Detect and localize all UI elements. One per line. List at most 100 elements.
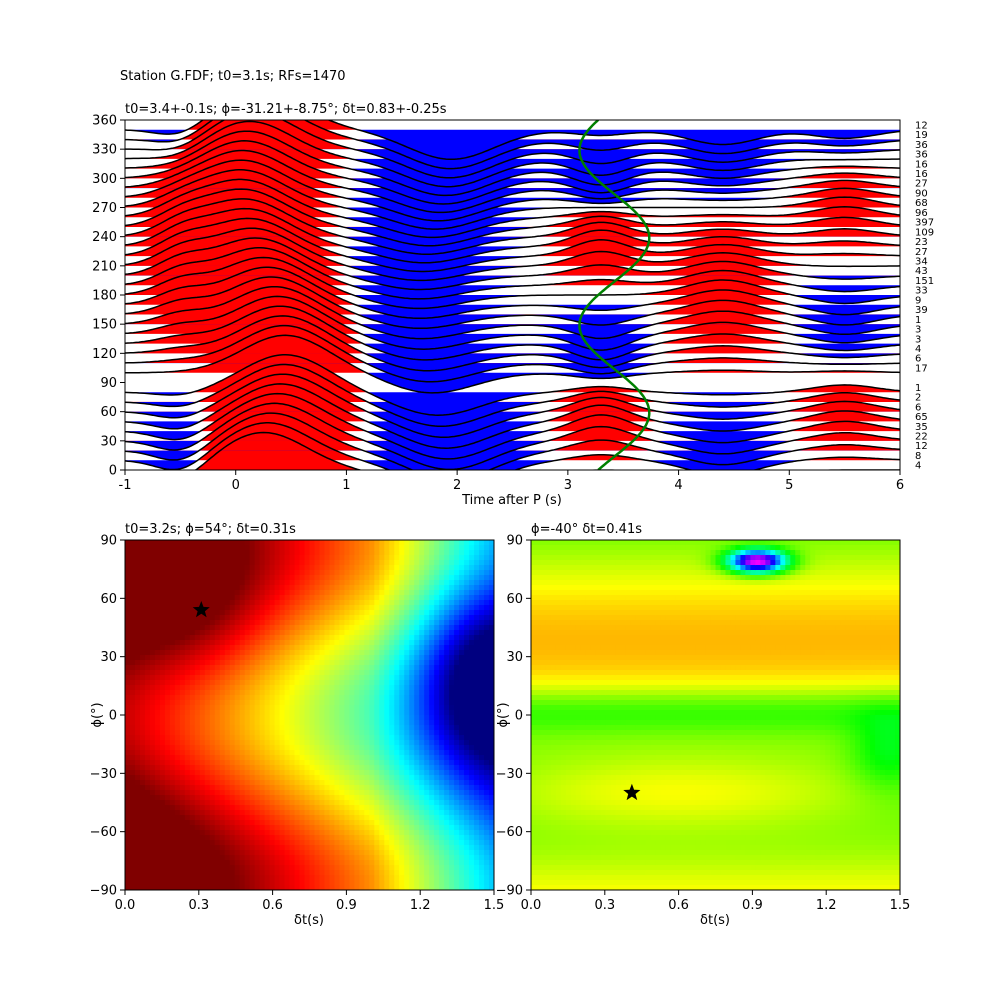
heatmap-cell [464, 730, 470, 736]
heatmap-cell [139, 620, 146, 626]
heatmap-cell [269, 760, 276, 766]
heatmap-cell [174, 670, 181, 676]
heatmap-cell [194, 745, 201, 751]
heatmap-cell [379, 835, 385, 841]
heatmap-cell [234, 545, 241, 551]
heatmap-cell [424, 770, 430, 776]
heatmap-cell [219, 855, 226, 861]
heatmap-cell [149, 870, 156, 876]
heatmap-cell [414, 615, 420, 621]
heatmap-cell [329, 745, 336, 751]
heatmap-cell [209, 700, 216, 706]
heatmap-cell [439, 870, 445, 876]
heatmap-cell [159, 885, 166, 890]
heatmap-cell [404, 815, 410, 821]
heatmap-cell [364, 830, 370, 836]
heatmap-cell [399, 555, 405, 561]
heatmap-cell [159, 630, 166, 636]
trace-line [125, 383, 900, 449]
heatmap-cell [434, 870, 440, 876]
heatmap-cell [379, 540, 385, 546]
heatmap-cell [289, 775, 296, 781]
heatmap-cell [214, 650, 221, 656]
heatmap-cell [164, 550, 171, 556]
heatmap-cell [304, 775, 311, 781]
heatmap-cell [269, 825, 276, 831]
heatmap-cell [269, 555, 276, 561]
heatmap-cell [159, 575, 166, 581]
heatmap-cell [419, 600, 425, 606]
heatmap-cell [379, 640, 385, 646]
heatmap-cell [274, 540, 281, 546]
heatmap-cell [284, 880, 291, 886]
heatmap-cell [209, 795, 216, 801]
heatmap-cell [269, 860, 276, 866]
heatmap-cell [359, 550, 365, 556]
heatmap-cell [344, 540, 350, 546]
heatmap-cell [409, 775, 415, 781]
heatmap-cell [194, 575, 201, 581]
heatmap-cell [164, 850, 171, 856]
heatmap-cell [184, 710, 191, 716]
heatmap-cell [214, 550, 221, 556]
heatmap-cell [274, 715, 281, 721]
heatmap-cell [214, 740, 221, 746]
heatmap-cell [199, 870, 206, 876]
heatmap-cell [459, 760, 465, 766]
heatmap-cell [304, 770, 311, 776]
heatmap-cell [349, 735, 355, 741]
trace-count-label: 36 [915, 150, 928, 161]
heatmap-cell [399, 795, 405, 801]
heatmap-cell [174, 540, 181, 546]
heatmap-cell [229, 730, 236, 736]
heatmap-cell [384, 745, 390, 751]
heatmap-cell [424, 570, 430, 576]
heatmap-cell [434, 705, 440, 711]
heatmap-cell [194, 625, 201, 631]
heatmap-cell [349, 765, 355, 771]
heatmap-cell [424, 755, 430, 761]
heatmap-cell [159, 870, 166, 876]
heatmap-cell [384, 625, 390, 631]
heatmap-cell [384, 850, 390, 856]
heatmap-cell [329, 755, 336, 761]
heatmap-cell [454, 880, 460, 886]
heatmap-cell [159, 880, 166, 886]
heatmap-cell [154, 635, 161, 641]
heatmap-cell [444, 745, 450, 751]
heatmap-cell [349, 630, 355, 636]
heatmap-cell [324, 590, 331, 596]
heatmap-cell [384, 685, 390, 691]
heatmap-cell [149, 665, 156, 671]
heatmap-cell [184, 715, 191, 721]
heatmap-cell [439, 670, 445, 676]
heatmap-cell [304, 675, 311, 681]
heatmap-cell [454, 615, 460, 621]
heatmap-cell [284, 855, 291, 861]
heatmap-cell [134, 880, 141, 886]
heatmap-cell [394, 815, 400, 821]
heatmap-cell [399, 710, 405, 716]
heatmap-cell [194, 585, 201, 591]
heatmap-cell [309, 670, 316, 676]
heatmap-cell [144, 810, 151, 816]
heatmap-cell [389, 765, 395, 771]
heatmap-cell [294, 835, 301, 841]
heatmap-cell [324, 565, 331, 571]
heatmap-cell [334, 550, 341, 556]
heatmap-cell [244, 685, 251, 691]
heatmap-cell [294, 635, 301, 641]
heatmap-cell [449, 560, 455, 566]
heatmap-cell [424, 620, 430, 626]
heatmap-cell [199, 615, 206, 621]
heatmap-cell [444, 690, 450, 696]
y-tick-label: 360 [92, 114, 117, 129]
heatmap-cell [154, 845, 161, 851]
heatmap-cell [369, 805, 375, 811]
heatmap-cell [409, 700, 415, 706]
heatmap-cell [394, 865, 400, 871]
heatmap-cell [239, 675, 246, 681]
heatmap-cell [459, 795, 465, 801]
heatmap-cell [224, 560, 231, 566]
heatmap-cell [364, 610, 370, 616]
